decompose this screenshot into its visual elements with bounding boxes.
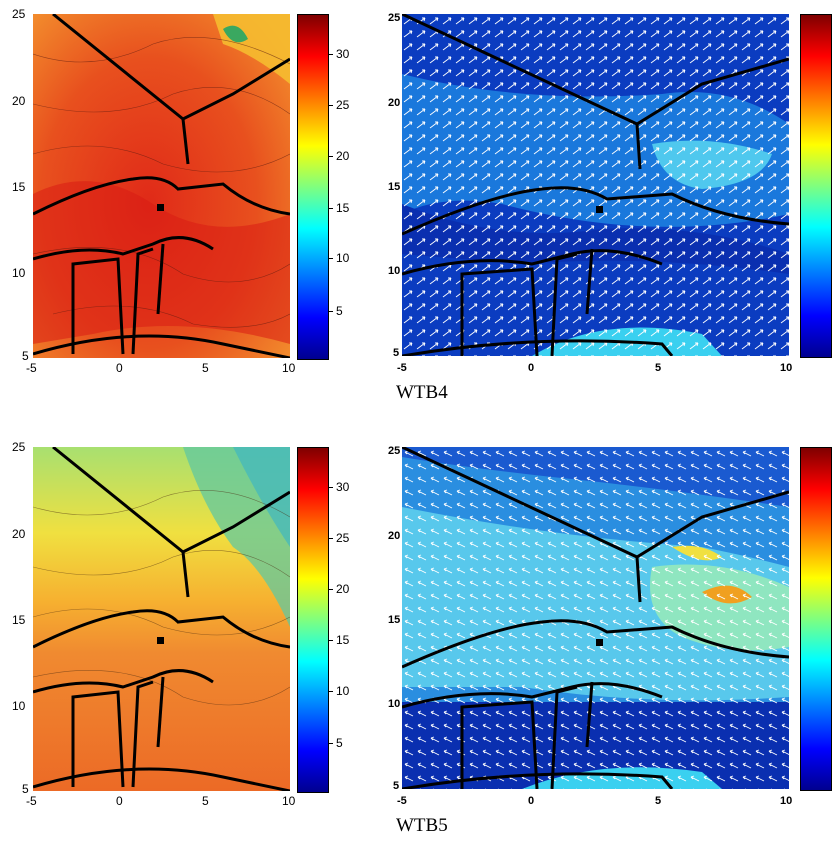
colorbar-tick: 5 (329, 304, 343, 318)
colorbar-tick: 20 (328, 582, 350, 596)
y-tick: 25 (12, 7, 26, 21)
colorbar-tick: 20 (328, 149, 350, 163)
y-tick: 20 (12, 94, 26, 108)
colorbar-tick: 5 (329, 736, 343, 750)
country-borders (402, 447, 789, 789)
y-tick: 5 (22, 349, 29, 363)
country-borders (402, 14, 789, 356)
y-tick: 15 (12, 613, 26, 627)
station-marker (596, 639, 603, 646)
y-tick: 10 (388, 698, 401, 710)
country-borders (33, 447, 290, 791)
y-tick: 5 (22, 782, 29, 796)
colorbar-tick: 10 (328, 251, 350, 265)
colorbar-tick: 10 (328, 684, 350, 698)
y-tick: 15 (12, 180, 26, 194)
temperature-field (33, 447, 290, 791)
wind-map-wtb4 (402, 14, 789, 356)
x-tick: 5 (655, 362, 662, 374)
x-tick: 10 (780, 362, 793, 374)
x-tick: 5 (655, 795, 662, 807)
temperature-map-wtb4 (33, 14, 290, 358)
colorbar-tick: 30 (328, 47, 350, 61)
y-tick: 20 (388, 530, 401, 542)
x-tick: 10 (282, 361, 296, 375)
y-tick: 20 (12, 527, 26, 541)
temperature-colorbar (297, 447, 329, 793)
y-tick: 15 (388, 614, 401, 626)
y-tick: 25 (388, 12, 401, 24)
wind-colorbar (800, 14, 832, 358)
y-tick: 5 (393, 780, 400, 792)
y-tick: 5 (393, 347, 400, 359)
figure-caption: WTB5 (396, 815, 448, 836)
y-tick: 25 (388, 445, 401, 457)
wind-field (402, 447, 789, 789)
colorbar-tick: 15 (328, 633, 350, 647)
temperature-map-wtb5 (33, 447, 290, 791)
y-tick: 20 (388, 97, 401, 109)
y-tick: 10 (388, 265, 401, 277)
wind-map-wtb5 (402, 447, 789, 789)
x-tick: 10 (282, 794, 296, 808)
colorbar-tick: 30 (328, 480, 350, 494)
temperature-field (33, 14, 290, 358)
country-borders (33, 14, 290, 358)
figure-caption: WTB4 (396, 382, 448, 403)
x-tick: 0 (528, 362, 535, 374)
station-marker (596, 206, 603, 213)
y-tick: 25 (12, 440, 26, 454)
station-marker (157, 637, 164, 644)
x-tick: 5 (202, 794, 209, 808)
colorbar-tick: 15 (328, 201, 350, 215)
x-tick: 5 (202, 361, 209, 375)
x-tick: 10 (780, 795, 793, 807)
y-tick: 15 (388, 181, 401, 193)
wind-field (402, 14, 789, 356)
temperature-colorbar (297, 14, 329, 360)
x-tick: -5 (397, 795, 407, 807)
x-tick: 0 (116, 361, 123, 375)
x-tick: -5 (26, 794, 37, 808)
colorbar-tick: 25 (328, 531, 350, 545)
x-tick: -5 (26, 361, 37, 375)
y-tick: 10 (12, 699, 26, 713)
wind-colorbar (800, 447, 832, 791)
x-tick: 0 (528, 795, 535, 807)
station-marker (157, 204, 164, 211)
colorbar-tick: 25 (328, 98, 350, 112)
x-tick: 0 (116, 794, 123, 808)
y-tick: 10 (12, 266, 26, 280)
x-tick: -5 (397, 362, 407, 374)
